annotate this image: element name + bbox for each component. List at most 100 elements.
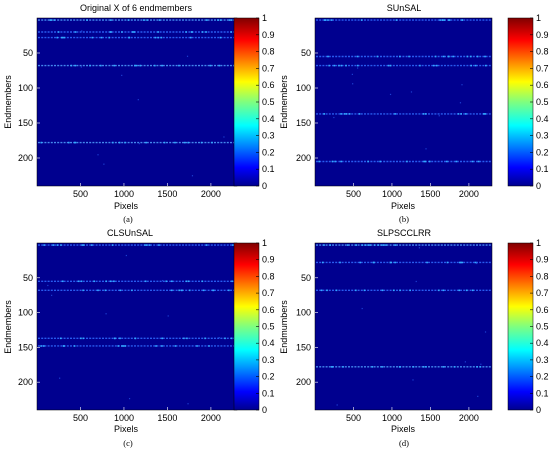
heatmap-cell: [406, 160, 408, 163]
colorbar-tick-label: 0.1: [262, 164, 275, 174]
heatmap-cell: [479, 366, 482, 368]
heatmap-cell: [185, 280, 188, 283]
x-tick-label: 1500: [157, 189, 177, 199]
y-tick-label: 100: [296, 83, 311, 93]
heatmap-cell: [359, 261, 362, 264]
colorbar-tick-label: 1: [536, 13, 541, 23]
heatmap-cell: [122, 345, 125, 347]
heatmap-cell: [358, 113, 361, 115]
heatmap-cell: [464, 361, 467, 363]
heatmap-cell: [342, 366, 344, 368]
panel-c: CLSUnSAL 500 1000 1500 2000 50 100 150 200 Pix…: [3, 228, 275, 448]
heatmap-cell: [385, 244, 387, 246]
y-tick-label: 50: [23, 273, 33, 283]
heatmap-cell: [135, 64, 138, 67]
heatmap-cell: [382, 244, 385, 246]
heatmap-cell: [460, 113, 463, 115]
y-tick-label: 100: [18, 308, 33, 318]
heatmap-cell: [80, 66, 82, 68]
heatmap-cell: [90, 244, 93, 246]
heatmap-cell: [412, 366, 415, 368]
y-axis-ticks: 50 100 150 200: [296, 48, 318, 163]
heatmap-cell: [422, 113, 425, 115]
heatmap-cell: [328, 64, 330, 67]
heatmap-cell: [398, 55, 401, 58]
heatmap-cell: [111, 244, 114, 246]
colorbar-tick-label: 0.1: [536, 388, 549, 398]
panel-caption: (b): [399, 214, 409, 224]
heatmap-cell: [371, 366, 374, 368]
colorbar-tick-label: 0.5: [536, 97, 549, 107]
heatmap-cell: [91, 36, 94, 39]
heatmap-cell: [327, 55, 329, 58]
colorbar-tick-label: 0.8: [262, 271, 275, 281]
heatmap-cell: [51, 294, 53, 296]
heatmap-cell: [128, 36, 131, 39]
heatmap-cell: [345, 64, 347, 67]
y-tick-label: 150: [18, 342, 33, 352]
heatmap-cell: [435, 64, 438, 67]
heatmap-cell: [161, 64, 163, 67]
x-tick-label: 500: [73, 413, 88, 423]
y-axis-label: Endmembers: [279, 75, 289, 129]
heatmap-cell: [117, 345, 120, 347]
heatmap-cell: [144, 244, 146, 246]
heatmap-cell: [82, 289, 84, 292]
heatmap-cell: [73, 345, 76, 347]
heatmap-cell: [61, 280, 64, 283]
plot-title: Original X of 6 endmembers: [80, 3, 193, 13]
heatmap-cell: [205, 244, 208, 246]
colorbar-tick-label: 1: [536, 238, 541, 248]
heatmap-cell: [381, 289, 384, 292]
heatmap-cell: [357, 67, 359, 69]
heatmap-cell: [223, 136, 225, 138]
heatmap-cell: [408, 55, 410, 58]
heatmap-cell: [97, 154, 99, 156]
x-tick-label: 1000: [114, 413, 134, 423]
colorbar: [233, 17, 260, 187]
heatmap-cell: [394, 244, 397, 246]
heatmap-cell: [459, 102, 462, 104]
heatmap-cell: [188, 289, 191, 292]
colorbar-tick-label: 0.7: [536, 288, 549, 298]
y-axis-label: Endmumbers: [279, 300, 289, 354]
x-tick-label: 500: [346, 413, 361, 423]
heatmap-cell: [201, 31, 204, 33]
heatmap-cell: [144, 280, 147, 283]
heatmap-cell: [53, 19, 55, 21]
colorbar-tick-label: 0.9: [262, 30, 275, 40]
heatmap-cell: [422, 366, 425, 368]
heatmap-cell: [206, 19, 208, 21]
colorbar-tick-label: 0.4: [536, 114, 549, 124]
heatmap-cell: [80, 280, 83, 283]
heatmap-cell: [330, 366, 333, 368]
y-tick-label: 200: [18, 153, 33, 163]
heatmap-area: [36, 242, 238, 411]
heatmap-cell: [191, 175, 194, 177]
heatmap-cell: [230, 31, 233, 33]
heatmap-cell: [323, 244, 325, 246]
heatmap-cell: [372, 261, 375, 264]
heatmap-cell: [345, 113, 348, 115]
heatmap-cell: [438, 115, 440, 117]
heatmap-cell: [100, 64, 102, 67]
heatmap-cell: [379, 160, 381, 163]
x-axis-label: Pixels: [391, 424, 416, 434]
plot-title: CLSUnSAL: [107, 228, 153, 238]
x-axis-ticks: 500 1000 1500 2000: [73, 407, 221, 423]
heatmap-cell: [47, 284, 49, 287]
heatmap-cell: [441, 19, 444, 21]
x-tick-label: 2000: [201, 189, 221, 199]
panel-caption: (d): [399, 438, 409, 448]
y-tick-label: 200: [296, 377, 311, 387]
heatmap-cell: [415, 280, 417, 283]
plot-title: SUnSAL: [387, 3, 422, 13]
heatmap-cell: [161, 337, 164, 340]
panel-caption: (a): [123, 214, 133, 224]
x-axis-ticks: 500 1000 1500 2000: [346, 183, 479, 199]
x-tick-label: 1000: [114, 189, 134, 199]
heatmap-cell: [355, 289, 357, 292]
heatmap-cell: [167, 315, 169, 317]
heatmap-cell: [419, 64, 421, 67]
heatmap-cell: [161, 345, 163, 347]
